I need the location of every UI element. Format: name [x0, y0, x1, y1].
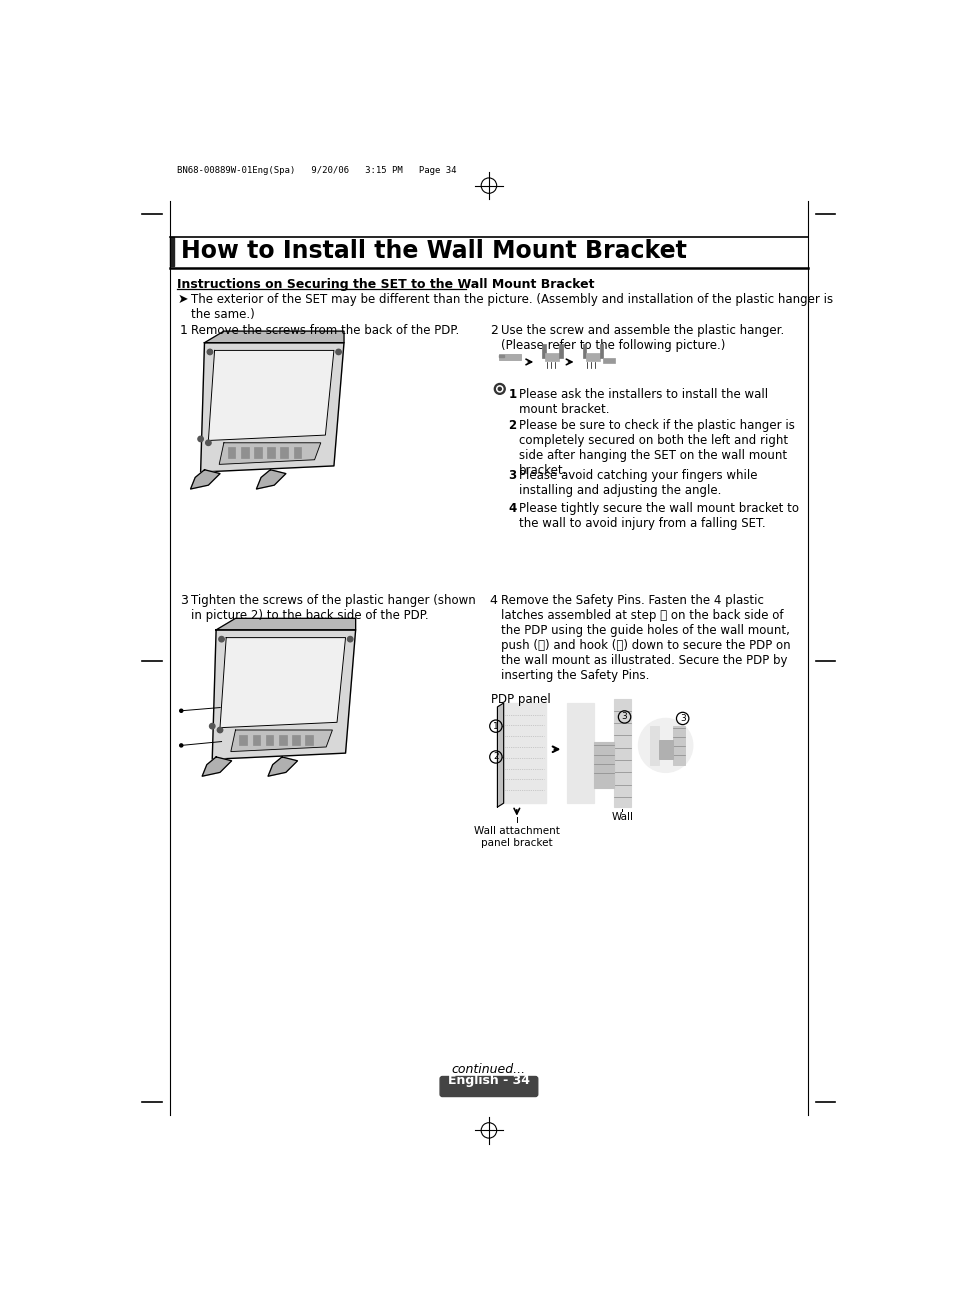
Text: 3: 3 — [621, 713, 627, 722]
FancyBboxPatch shape — [439, 1076, 537, 1097]
Circle shape — [210, 723, 214, 728]
Text: 1: 1 — [493, 722, 498, 731]
Bar — [498, 354, 503, 357]
Bar — [241, 447, 249, 459]
Circle shape — [347, 636, 353, 642]
Bar — [305, 735, 313, 745]
Bar — [266, 735, 274, 745]
Polygon shape — [191, 470, 220, 489]
Bar — [585, 353, 599, 361]
Circle shape — [497, 387, 500, 391]
Text: 1: 1 — [179, 324, 188, 337]
Bar — [228, 447, 235, 459]
Text: Instructions on Securing the SET to the Wall Mount Bracket: Instructions on Securing the SET to the … — [177, 278, 595, 291]
Text: Remove the screws from the back of the PDP.: Remove the screws from the back of the P… — [192, 324, 459, 337]
Text: The exterior of the SET may be different than the picture. (Assembly and install: The exterior of the SET may be different… — [192, 293, 833, 322]
Text: Please avoid catching your fingers while
installing and adjusting the angle.: Please avoid catching your fingers while… — [518, 469, 757, 496]
Text: 2: 2 — [489, 324, 497, 337]
Text: PDP panel: PDP panel — [491, 693, 551, 706]
Circle shape — [497, 386, 502, 392]
Bar — [253, 735, 260, 745]
Text: 4: 4 — [489, 594, 497, 607]
Bar — [278, 735, 286, 745]
Bar — [649, 726, 659, 765]
Bar — [239, 735, 247, 745]
Text: 2: 2 — [508, 420, 516, 431]
Bar — [582, 344, 585, 358]
Bar — [545, 353, 558, 361]
Circle shape — [179, 709, 183, 713]
Text: 4: 4 — [508, 502, 516, 515]
Polygon shape — [208, 351, 334, 440]
Circle shape — [179, 744, 183, 747]
Circle shape — [207, 349, 213, 354]
Text: Please be sure to check if the plastic hanger is
completely secured on both the : Please be sure to check if the plastic h… — [518, 420, 794, 477]
Bar — [659, 740, 673, 760]
Bar — [594, 741, 613, 788]
Bar — [253, 447, 261, 459]
Text: How to Install the Wall Mount Bracket: How to Install the Wall Mount Bracket — [181, 238, 686, 263]
Bar — [280, 447, 288, 459]
Polygon shape — [204, 331, 344, 343]
Bar — [267, 447, 274, 459]
Text: Wall attachment
panel bracket: Wall attachment panel bracket — [474, 826, 559, 848]
Polygon shape — [200, 343, 344, 472]
Text: 2: 2 — [493, 752, 498, 761]
Bar — [542, 344, 545, 358]
Bar — [503, 704, 546, 803]
Circle shape — [638, 718, 692, 773]
Circle shape — [206, 440, 211, 446]
Bar — [567, 704, 594, 803]
Text: ➤: ➤ — [177, 293, 188, 306]
Circle shape — [494, 383, 505, 395]
Text: Use the screw and assemble the plastic hanger.
(Please refer to the following pi: Use the screw and assemble the plastic h… — [500, 324, 783, 352]
Polygon shape — [256, 470, 286, 489]
Text: 3: 3 — [679, 714, 685, 723]
Polygon shape — [216, 619, 355, 629]
Polygon shape — [231, 730, 332, 752]
Bar — [292, 735, 299, 745]
Text: BN68-00889W-01Eng(Spa)   9/20/06   3:15 PM   Page 34: BN68-00889W-01Eng(Spa) 9/20/06 3:15 PM P… — [177, 165, 456, 175]
Text: Wall: Wall — [611, 812, 633, 822]
Bar — [294, 447, 301, 459]
Text: Please tightly secure the wall mount bracket to
the wall to avoid injury from a : Please tightly secure the wall mount bra… — [518, 502, 799, 530]
Text: Please ask the installers to install the wall
mount bracket.: Please ask the installers to install the… — [518, 388, 767, 416]
Bar — [673, 726, 684, 765]
Circle shape — [217, 727, 222, 732]
Text: Remove the Safety Pins. Fasten the 4 plastic
latches assembled at step Ⓣ on the : Remove the Safety Pins. Fasten the 4 pla… — [500, 594, 790, 681]
Polygon shape — [219, 443, 320, 464]
Bar — [613, 700, 630, 807]
Polygon shape — [268, 757, 297, 777]
Text: 3: 3 — [179, 594, 188, 607]
Bar — [498, 354, 520, 360]
Circle shape — [197, 437, 203, 442]
Polygon shape — [497, 704, 503, 807]
Circle shape — [218, 636, 224, 642]
Polygon shape — [220, 637, 345, 727]
Bar — [170, 237, 174, 267]
Bar — [599, 344, 602, 358]
Text: Tighten the screws of the plastic hanger (shown
in picture 2) to the back side o: Tighten the screws of the plastic hanger… — [192, 594, 476, 622]
Bar — [602, 358, 615, 362]
Text: English - 34: English - 34 — [448, 1074, 529, 1087]
Bar — [558, 344, 562, 358]
Text: 1: 1 — [508, 388, 516, 401]
Polygon shape — [202, 757, 232, 777]
Text: 3: 3 — [508, 469, 516, 482]
Circle shape — [335, 349, 341, 354]
Text: continued...: continued... — [452, 1063, 525, 1076]
Polygon shape — [212, 629, 355, 760]
